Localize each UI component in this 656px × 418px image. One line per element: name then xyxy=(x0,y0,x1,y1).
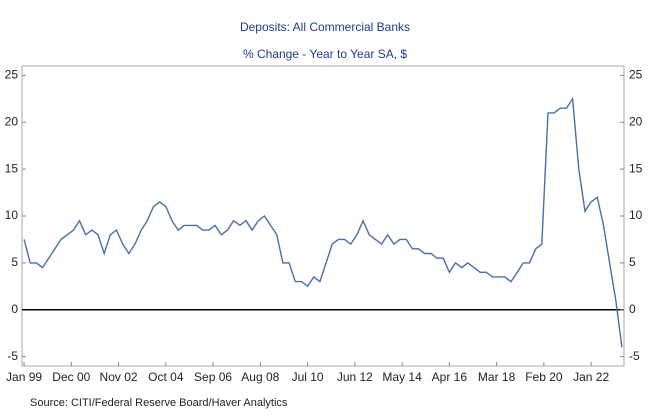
y-tick-label: 10 xyxy=(5,208,19,222)
y2-tick-label: 0 xyxy=(629,302,636,316)
y2-tick-label: 10 xyxy=(629,208,643,222)
y-tick-label: 0 xyxy=(11,302,18,316)
x-tick-label: Aug 08 xyxy=(241,370,279,384)
series-line xyxy=(23,96,623,348)
y-tick-label: 5 xyxy=(11,255,18,269)
y2-tick-label: 15 xyxy=(629,161,643,175)
x-tick-label: Sep 06 xyxy=(194,370,232,384)
x-tick-label: Mar 18 xyxy=(478,370,516,384)
x-tick-label: Jan 22 xyxy=(573,370,609,384)
y2-tick-label: -5 xyxy=(629,349,640,363)
x-tick-label: Dec 00 xyxy=(52,370,90,384)
chart-title: Deposits: All Commercial Banks xyxy=(240,20,410,34)
x-tick-label: Jan 99 xyxy=(6,370,42,384)
x-tick-label: Oct 04 xyxy=(148,370,184,384)
chart-subtitle: % Change - Year to Year SA, $ xyxy=(243,47,407,61)
y-tick-label: 25 xyxy=(5,68,19,82)
y2-tick-label: 25 xyxy=(629,68,643,82)
y-tick-label: 15 xyxy=(5,161,19,175)
y2-tick-label: 20 xyxy=(629,114,643,128)
source-note: Source: CITI/Federal Reserve Board/Haver… xyxy=(30,397,288,409)
plot-frame xyxy=(21,65,625,367)
x-tick-label: Apr 16 xyxy=(432,370,468,384)
x-tick-label: May 14 xyxy=(382,370,422,384)
x-tick-label: Nov 02 xyxy=(100,370,138,384)
x-tick-label: Jul 10 xyxy=(292,370,324,384)
x-tick-label: Jun 12 xyxy=(337,370,373,384)
y2-tick-label: 5 xyxy=(629,255,636,269)
x-tick-label: Feb 20 xyxy=(525,370,563,384)
y-tick-label: -5 xyxy=(7,349,18,363)
y-tick-label: 20 xyxy=(5,114,19,128)
